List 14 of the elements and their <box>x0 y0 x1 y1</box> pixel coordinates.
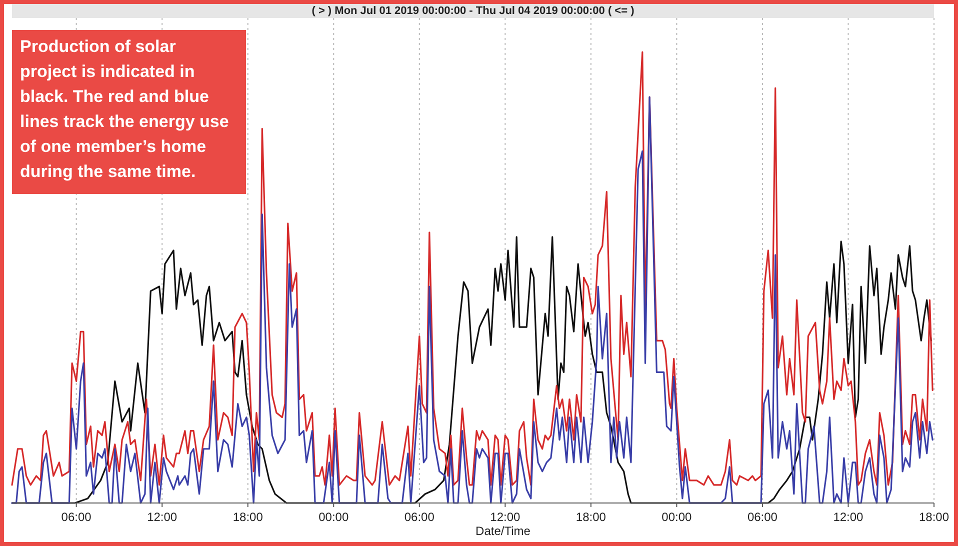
x-tick-label: 12:00 <box>147 510 178 524</box>
x-tick-label: 18:00 <box>232 510 264 524</box>
x-tick-label: 06:00 <box>61 510 92 524</box>
chart-title: ( > ) Mon Jul 01 2019 00:00:00 - Thu Jul 04 2019 00:00:00 ( <= ) <box>312 5 635 17</box>
x-tick-label: 00:00 <box>662 510 692 524</box>
x-axis-title: Date/Time <box>476 524 531 538</box>
annotation: Production of solar project is indicated in black. The red and blue lines track the energy use of one member’s home during the same time. <box>20 37 229 181</box>
x-tick-label: 00:00 <box>318 510 349 524</box>
x-tick-label: 18:00 <box>576 510 606 524</box>
x-tick-label: 18:00 <box>918 510 950 524</box>
x-tick-label: 06:00 <box>404 510 435 524</box>
x-tick-label: 06:00 <box>747 510 778 524</box>
x-tick-label: 12:00 <box>490 510 521 524</box>
x-tick-label: 12:00 <box>833 510 864 524</box>
